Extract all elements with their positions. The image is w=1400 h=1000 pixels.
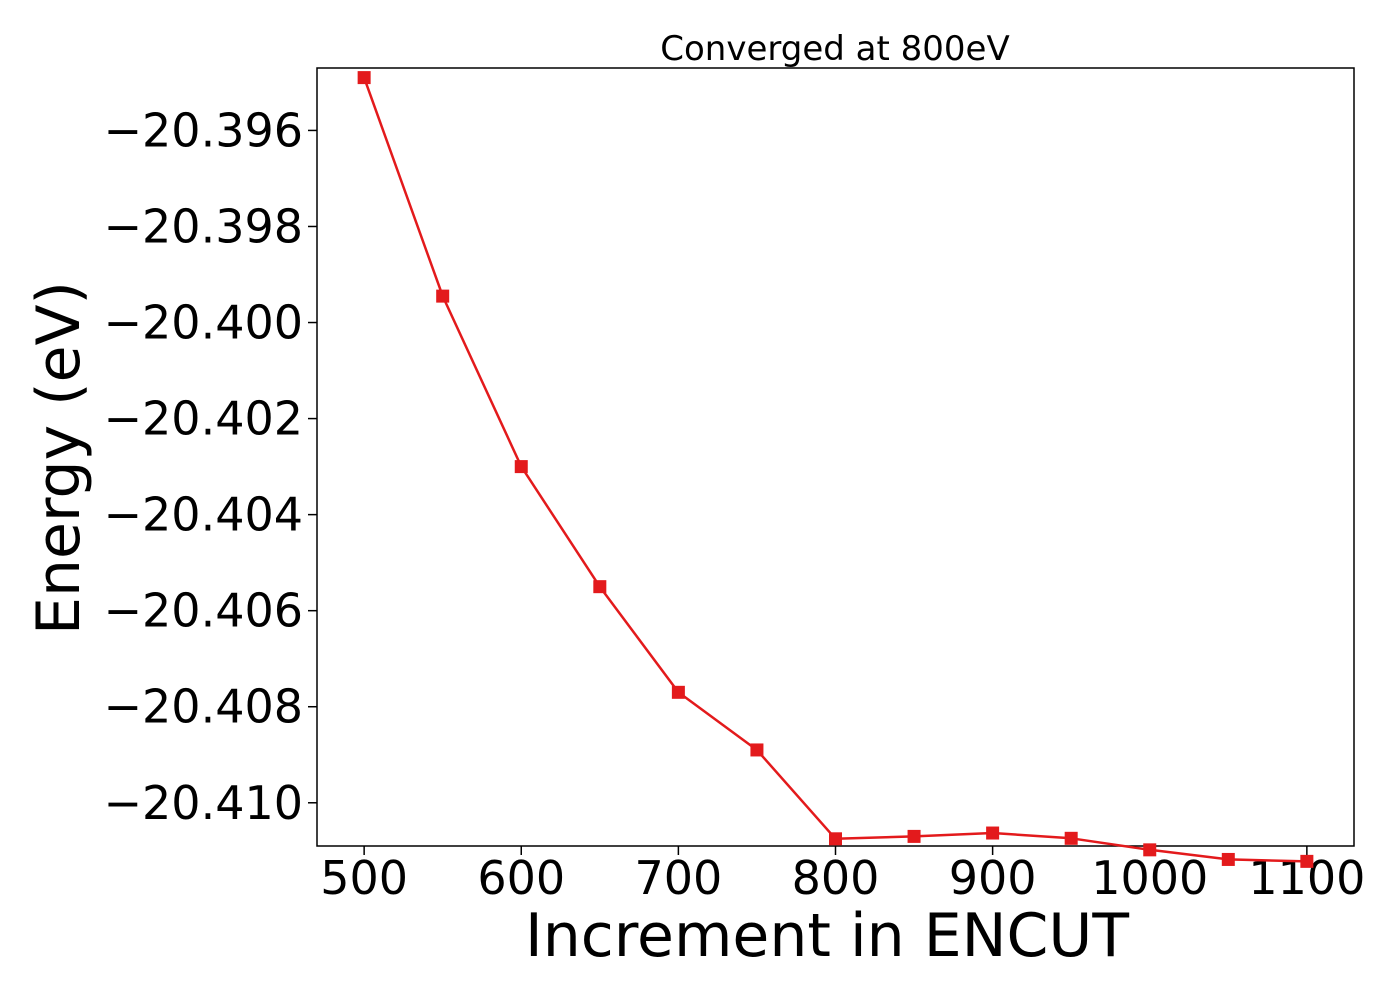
y-tick-label: −20.400 bbox=[104, 296, 304, 350]
x-tick-label: 1000 bbox=[1091, 851, 1208, 905]
data-point bbox=[1143, 843, 1157, 857]
y-tick-label: −20.396 bbox=[104, 103, 304, 157]
data-point bbox=[671, 685, 685, 699]
data-point bbox=[907, 829, 921, 843]
y-tick-label: −20.404 bbox=[104, 488, 304, 542]
y-tick-label: −20.398 bbox=[104, 199, 304, 253]
chart-title: Converged at 800eV bbox=[660, 29, 1009, 69]
data-point bbox=[986, 826, 1000, 840]
x-tick-label: 700 bbox=[634, 851, 722, 905]
data-point bbox=[1221, 852, 1235, 866]
data-point bbox=[1064, 831, 1078, 845]
data-point bbox=[514, 460, 528, 474]
x-tick-label: 600 bbox=[477, 851, 565, 905]
x-tick-label: 500 bbox=[320, 851, 408, 905]
y-tick-label: −20.408 bbox=[104, 680, 304, 734]
x-axis-label: Increment in ENCUT bbox=[525, 901, 1129, 971]
data-point bbox=[357, 71, 371, 85]
y-axis: −20.396 −20.398 −20.400 −20.402 −20.404 −20.4… bbox=[104, 103, 317, 830]
data-point bbox=[829, 832, 842, 846]
y-tick-label: −20.402 bbox=[104, 392, 304, 446]
x-tick-label: 900 bbox=[949, 851, 1037, 905]
y-axis-label: Energy (eV) bbox=[24, 281, 94, 635]
data-point bbox=[593, 580, 607, 594]
y-tick-label: −20.406 bbox=[104, 584, 304, 638]
series-layer bbox=[357, 71, 1314, 868]
data-point bbox=[436, 289, 450, 303]
y-tick-label: −20.410 bbox=[104, 776, 304, 830]
x-tick-label: 800 bbox=[792, 851, 880, 905]
data-point bbox=[750, 743, 764, 757]
data-point bbox=[1300, 854, 1314, 868]
